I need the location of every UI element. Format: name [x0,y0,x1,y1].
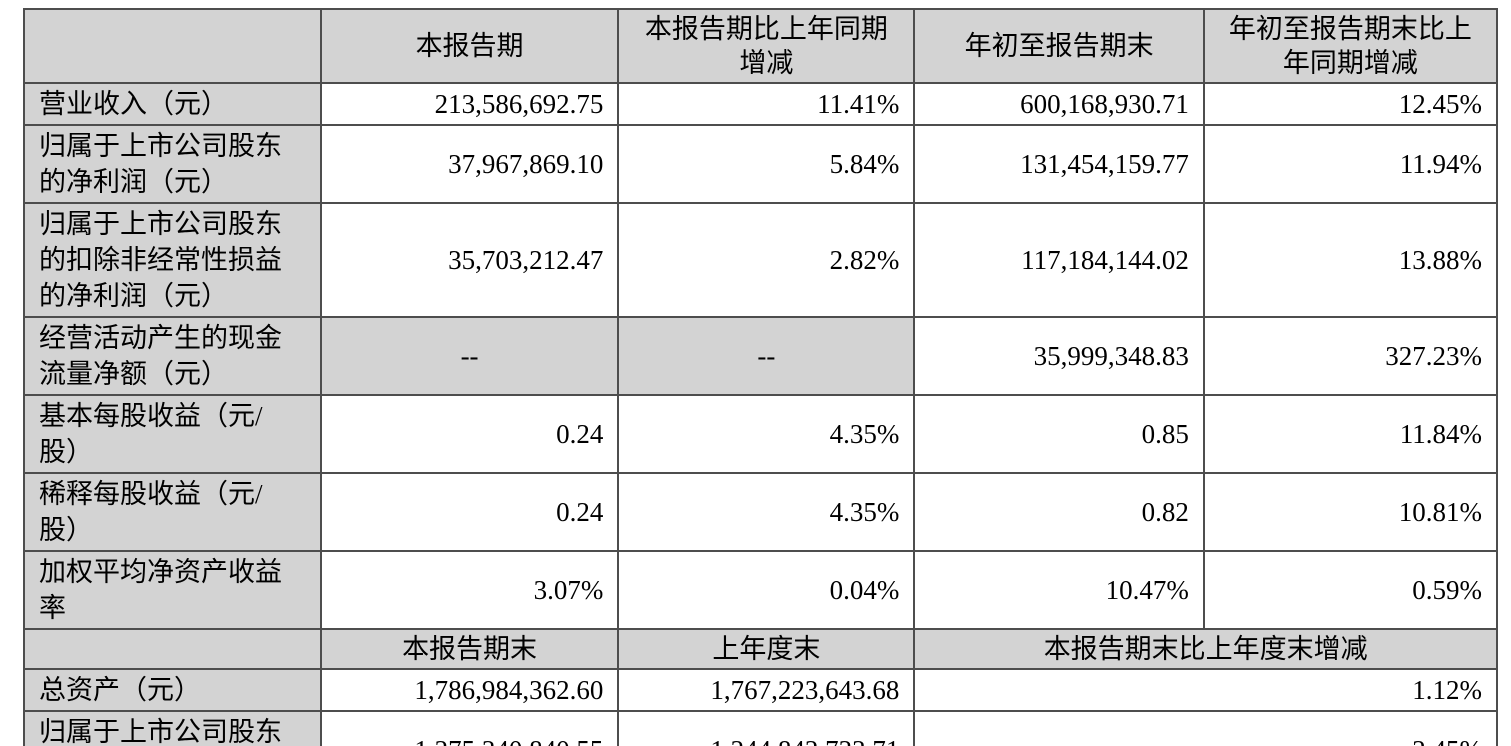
value-cell: 2.82% [617,202,916,318]
metric-label: 经营活动产生的现金 流量净额（元） [23,316,322,396]
row-total-assets: 总资产（元） 1,786,984,362.60 1,767,223,643.68… [23,668,1498,712]
value-cell: 0.85 [913,394,1205,474]
value-cell: 327.23% [1202,316,1499,396]
col-header-period-end: 本报告期末 [319,628,620,670]
col-header-period-end-change: 本报告期末比上年度末增减 [913,628,1498,670]
value-cell: 0.24 [319,472,620,552]
value-cell: 10.81% [1202,472,1499,552]
value-cell: 1,767,223,643.68 [617,668,916,712]
value-cell: 35,999,348.83 [913,316,1205,396]
row-operating-cash-flow: 经营活动产生的现金 流量净额（元） -- -- 35,999,348.83 32… [23,316,1499,396]
value-cell: 117,184,144.02 [913,202,1205,318]
metric-label: 归属于上市公司股东 的所有者权益（元） [23,710,322,746]
value-cell: 13.88% [1202,202,1499,318]
row-weighted-avg-roe: 加权平均净资产收益 率 3.07% 0.04% 10.47% 0.59% [23,550,1499,630]
value-cell: 131,454,159.77 [913,124,1205,204]
header-row-period-end: 本报告期末 上年度末 本报告期末比上年度末增减 [23,628,1498,670]
value-cell: 10.47% [913,550,1205,630]
value-cell: 2.45% [913,710,1498,746]
value-cell: 1.12% [913,668,1498,712]
metric-label: 基本每股收益（元/ 股） [23,394,322,474]
col-header-period-yoy-change: 本报告期比上年同期 增减 [617,8,916,84]
col-header-ytd-yoy-change: 年初至报告期末比上 年同期增减 [1202,8,1499,84]
value-cell: 4.35% [617,472,916,552]
value-cell: 1,244,842,733.71 [617,710,916,746]
value-cell: 1,275,340,840.55 [319,710,620,746]
corner-cell [23,8,322,84]
value-cell: 0.82 [913,472,1205,552]
corner-cell [23,628,322,670]
row-shareholders-equity: 归属于上市公司股东 的所有者权益（元） 1,275,340,840.55 1,2… [23,710,1498,746]
metric-label: 归属于上市公司股东 的净利润（元） [23,124,322,204]
row-net-profit-deducted: 归属于上市公司股东 的扣除非经常性损益 的净利润（元） 35,703,212.4… [23,202,1499,318]
metric-label: 加权平均净资产收益 率 [23,550,322,630]
key-financials-table: 本报告期 本报告期比上年同期 增减 年初至报告期末 年初至报告期末比上 年同期增… [23,8,1499,746]
value-cell: 0.04% [617,550,916,630]
value-cell: 37,967,869.10 [319,124,620,204]
row-net-profit: 归属于上市公司股东 的净利润（元） 37,967,869.10 5.84% 13… [23,124,1499,204]
value-cell: 0.24 [319,394,620,474]
header-row-periods: 本报告期 本报告期比上年同期 增减 年初至报告期末 年初至报告期末比上 年同期增… [23,8,1499,84]
value-cell: 12.45% [1202,82,1499,126]
value-cell: 35,703,212.47 [319,202,620,318]
metric-label: 总资产（元） [23,668,322,712]
row-basic-eps: 基本每股收益（元/ 股） 0.24 4.35% 0.85 11.84% [23,394,1499,474]
col-header-ytd: 年初至报告期末 [913,8,1205,84]
value-cell-na: -- [617,316,916,396]
metric-label: 归属于上市公司股东 的扣除非经常性损益 的净利润（元） [23,202,322,318]
value-cell-na: -- [319,316,620,396]
value-cell: 3.07% [319,550,620,630]
metric-label: 稀释每股收益（元/ 股） [23,472,322,552]
value-cell: 1,786,984,362.60 [319,668,620,712]
value-cell: 11.84% [1202,394,1499,474]
value-cell: 600,168,930.71 [913,82,1205,126]
metric-label: 营业收入（元） [23,82,322,126]
col-header-prior-year-end: 上年度末 [617,628,916,670]
col-header-current-period: 本报告期 [319,8,620,84]
value-cell: 11.41% [617,82,916,126]
value-cell: 4.35% [617,394,916,474]
value-cell: 213,586,692.75 [319,82,620,126]
value-cell: 0.59% [1202,550,1499,630]
value-cell: 11.94% [1202,124,1499,204]
row-revenue: 营业收入（元） 213,586,692.75 11.41% 600,168,93… [23,82,1499,126]
row-diluted-eps: 稀释每股收益（元/ 股） 0.24 4.35% 0.82 10.81% [23,472,1499,552]
value-cell: 5.84% [617,124,916,204]
